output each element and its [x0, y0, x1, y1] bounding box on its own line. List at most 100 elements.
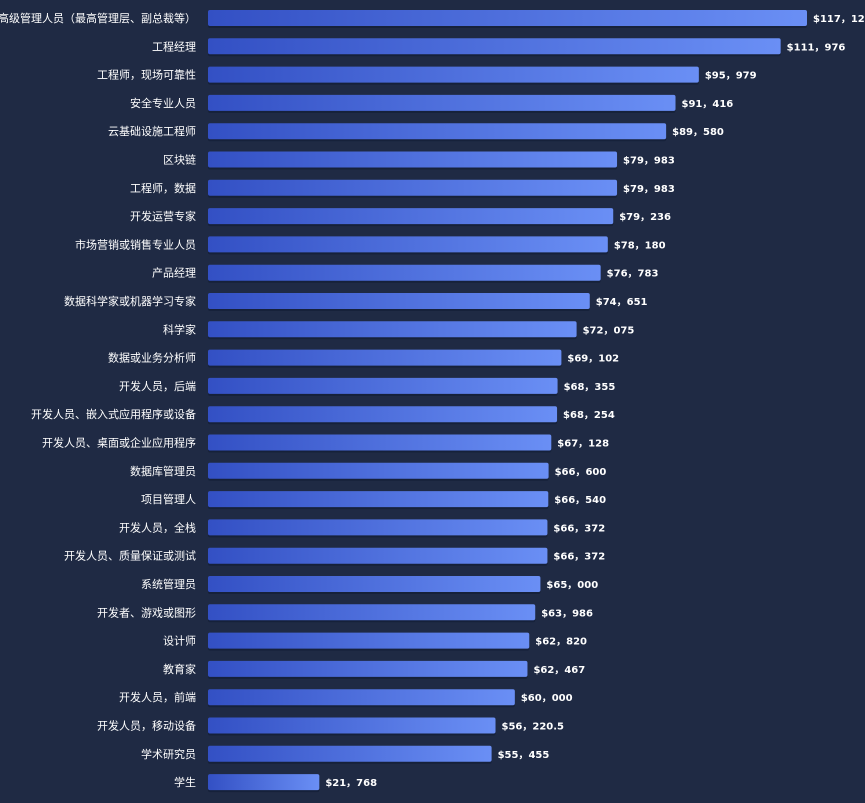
value-label: $111，976	[787, 42, 846, 53]
bar-row: 云基础设施工程师 $89，580	[108, 123, 724, 142]
value-label: $72，075	[583, 325, 635, 336]
value-label: $95，979	[705, 71, 757, 82]
bars-layer: 高级管理人员（最高管理层、副总裁等） $117，126 工程经理$111，976 工程…	[0, 10, 865, 793]
bar	[208, 10, 807, 26]
bar-row: 系统管理员 $65，000	[141, 576, 598, 594]
bar	[208, 94, 676, 111]
bar-row: 开发人员，后端 $68，355	[119, 377, 616, 396]
category-label: 开发运营专家	[130, 209, 196, 223]
value-label: $117，126	[813, 14, 865, 25]
bar-row: 工程师，现场可靠性 $95，979	[97, 66, 757, 85]
value-label: $56，220.5	[502, 722, 565, 733]
bar-row: 科学家 $72，075	[163, 321, 635, 340]
bar-row: 开发人员，全栈 $66，372	[119, 519, 605, 538]
value-label: $66，372	[553, 523, 605, 534]
category-label: 开发人员，全栈	[119, 520, 196, 534]
bar	[208, 547, 548, 564]
bar-row: 工程经理 $111，976	[152, 38, 846, 57]
bar	[208, 576, 541, 592]
bar	[208, 151, 618, 168]
bar	[208, 38, 781, 55]
bar	[208, 660, 528, 677]
bar	[208, 717, 496, 734]
category-label: 数据库管理员	[130, 464, 196, 478]
category-label: 安全专业人员	[130, 96, 196, 110]
value-label: $78，180	[614, 240, 666, 251]
bar	[208, 519, 548, 536]
category-label: 开发人员、桌面或企业应用程序	[42, 436, 196, 450]
category-label: 学生	[174, 775, 196, 789]
bar-row: 市场营销或销售专业人员 $78，180	[75, 236, 666, 255]
category-label: 开发人员，后端	[119, 379, 196, 393]
bar	[208, 208, 614, 225]
bar-row: 开发人员、质量保证或测试 $66，372	[64, 547, 605, 566]
value-label: $65，000	[546, 580, 598, 591]
category-label: 数据科学家或机器学习专家	[64, 294, 196, 308]
value-label: $66，372	[553, 552, 605, 563]
category-label: 高级管理人员（最高管理层、副总裁等）	[0, 11, 196, 25]
bar-row: 数据库管理员 $66，600	[130, 462, 607, 481]
bar	[208, 123, 667, 140]
value-label: $60，000	[521, 693, 573, 704]
value-label: $91，416	[682, 99, 734, 110]
bar-row: 开发人员，前端 $60，000	[119, 689, 573, 708]
bar-row: 教育家 $62，467	[163, 660, 585, 679]
category-label: 开发人员，前端	[119, 690, 196, 704]
category-label: 工程师，数据	[130, 181, 196, 195]
category-label: 产品经理	[152, 266, 196, 280]
bar	[208, 434, 552, 451]
bar-row: 区块链 $79，983	[163, 151, 675, 170]
bar	[208, 264, 601, 281]
value-label: $63，986	[541, 608, 593, 619]
value-label: $79，983	[623, 184, 675, 195]
bar	[208, 632, 530, 649]
bar	[208, 491, 549, 508]
category-label: 开发人员、质量保证或测试	[64, 549, 196, 563]
bar-row: 开发者、游戏或图形 $63，986	[97, 604, 593, 623]
category-label: 云基础设施工程师	[108, 125, 196, 138]
bar	[208, 293, 590, 309]
value-label: $68，355	[564, 382, 616, 393]
value-label: $67，128	[557, 439, 609, 450]
bar	[208, 377, 558, 394]
category-label: 数据或业务分析师	[108, 351, 196, 365]
value-label: $66，600	[555, 467, 607, 478]
value-label: $74，651	[596, 297, 648, 308]
bar	[208, 236, 608, 253]
value-label: $21，768	[325, 778, 377, 789]
bar-row: 高级管理人员（最高管理层、副总裁等） $117，126	[0, 10, 865, 28]
bar-row: 学术研究员 $55，455	[141, 745, 549, 764]
category-label: 科学家	[163, 322, 196, 336]
bar-row: 产品经理 $76，783	[152, 264, 658, 283]
bar	[208, 462, 549, 479]
bar-row: 开发人员、桌面或企业应用程序 $67，128	[42, 434, 609, 453]
value-label: $62，820	[535, 637, 587, 648]
value-label: $66，540	[554, 495, 606, 506]
category-label: 开发人员，移动设备	[97, 719, 196, 733]
bar-row: 设计师 $62，820	[163, 632, 587, 651]
bar	[208, 321, 577, 338]
category-label: 设计师	[163, 635, 196, 648]
value-label: $69，102	[567, 354, 619, 365]
value-label: $62，467	[533, 665, 585, 676]
category-label: 系统管理员	[141, 577, 196, 591]
bar-row: 工程师，数据 $79，983	[130, 179, 675, 198]
category-label: 开发人员、嵌入式应用程序或设备	[31, 407, 196, 421]
bar	[208, 406, 558, 423]
bar	[208, 179, 618, 196]
bar	[208, 774, 320, 791]
bar-row: 项目管理人 $66，540	[141, 491, 606, 510]
value-label: $89，580	[672, 127, 724, 138]
bar-row: 开发运营专家 $79，236	[130, 208, 671, 227]
category-label: 工程师，现场可靠性	[97, 68, 196, 82]
category-label: 市场营销或销售专业人员	[75, 237, 196, 251]
category-label: 开发者、游戏或图形	[97, 605, 196, 619]
bar-row: 安全专业人员 $91，416	[130, 94, 734, 113]
bar	[208, 689, 515, 706]
bar-row: 数据或业务分析师 $69，102	[108, 349, 619, 368]
bar-row: 开发人员、嵌入式应用程序或设备 $68，254	[31, 406, 615, 425]
value-label: $79，983	[623, 156, 675, 167]
bar	[208, 66, 699, 83]
category-label: 区块链	[163, 153, 196, 167]
